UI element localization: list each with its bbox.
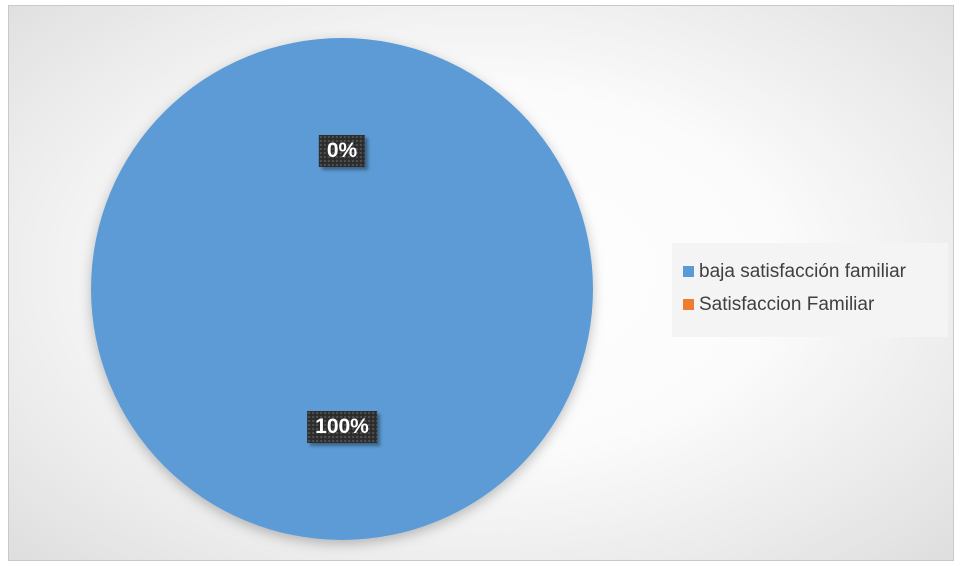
legend-label-baja-satisfaccion: baja satisfacción familiar (699, 260, 906, 282)
legend-label-satisfaccion-familiar: Satisfaccion Familiar (699, 293, 875, 315)
legend-swatch-satisfaccion-familiar (683, 299, 694, 310)
pie-chart (91, 38, 593, 540)
legend-item-baja-satisfaccion: baja satisfacción familiar (683, 255, 948, 288)
pie-slice-baja-satisfaccion-familiar (91, 38, 593, 540)
chart-area: 100% 0% baja satisfacción familiar Satis… (8, 5, 954, 561)
legend-swatch-baja-satisfaccion (683, 266, 694, 277)
legend-item-satisfaccion-familiar: Satisfaccion Familiar (683, 288, 948, 321)
legend: baja satisfacción familiar Satisfaccion … (672, 243, 948, 337)
data-label-baja-satisfaccion: 100% (307, 411, 377, 444)
data-label-satisfaccion-familiar: 0% (318, 134, 366, 167)
